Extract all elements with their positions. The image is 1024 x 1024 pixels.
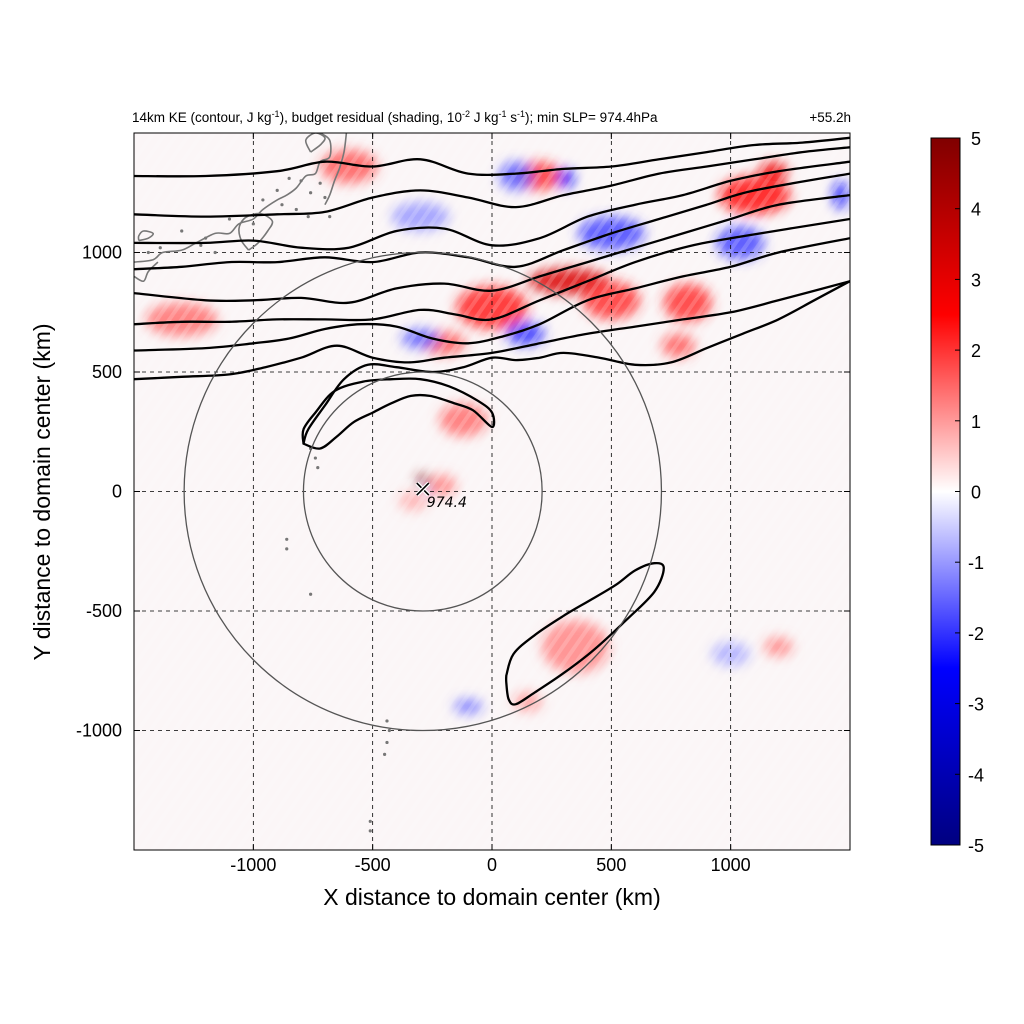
ke-contour-closed (301, 377, 496, 450)
coastline-segment (137, 230, 154, 242)
ke-contour (302, 280, 850, 445)
x-tick-label: -500 (355, 855, 391, 875)
ke-contour-closed (504, 561, 665, 706)
colorbar-tick-label: -2 (968, 624, 984, 644)
island-dot (213, 250, 217, 255)
chart-title: 14km KE (contour, J kg-1), budget residu… (132, 109, 658, 125)
island-dot (323, 195, 327, 200)
island-dot (328, 215, 332, 219)
ke-contour (134, 136, 850, 178)
island-dot (287, 176, 291, 181)
island-dot (275, 188, 279, 192)
coastline-segment (324, 133, 348, 206)
y-tick-label: -1000 (76, 721, 122, 741)
island-dot (280, 203, 284, 207)
island-dot (227, 217, 232, 221)
y-tick-label: 500 (92, 362, 122, 382)
y-tick-label: 1000 (82, 243, 122, 263)
island-dot (158, 246, 162, 250)
island-dot (294, 207, 298, 212)
x-tick-label: 0 (487, 855, 497, 875)
island-dot (313, 456, 317, 460)
island-dot (306, 215, 310, 219)
island-dot (309, 191, 313, 195)
ke-contours (134, 136, 850, 706)
ke-contour (134, 146, 850, 218)
colorbar-tick-label: -3 (968, 695, 984, 715)
y-axis-title: Y distance to domain center (km) (29, 323, 55, 660)
coastline-segment (134, 261, 159, 283)
colorbar-tick-label: 0 (971, 483, 981, 503)
coastline-segment (304, 133, 326, 153)
island-dot (383, 752, 387, 757)
storm-center-label: 974.4 (427, 495, 467, 511)
island-dot (146, 250, 150, 255)
island-dot (285, 547, 289, 551)
colorbar-tick-label: 3 (971, 270, 981, 290)
storm-center-marker (416, 482, 430, 496)
colorbar-ticks: 5 4 3 2 1 0 -1 -2 -3 -4 -5 (955, 129, 984, 856)
colorbar-tick-label: 5 (971, 129, 981, 149)
range-circles (183, 251, 663, 732)
range-circle (302, 371, 543, 612)
island-dot (261, 198, 265, 202)
ke-contour (134, 193, 850, 305)
coastline (134, 133, 391, 833)
ke-contour (134, 160, 850, 251)
x-tick-label: -1000 (230, 855, 276, 875)
x-tick-label: 500 (596, 855, 626, 875)
ke-contour (134, 237, 850, 352)
island-dot (299, 179, 303, 183)
island-dot (251, 222, 255, 226)
island-dot (368, 819, 372, 823)
island-dot (285, 537, 289, 541)
island-dot (309, 592, 313, 596)
island-dot (318, 181, 322, 185)
island-dot (385, 740, 389, 745)
y-tick-label: 0 (112, 482, 122, 502)
colorbar-tick-label: -1 (968, 553, 984, 573)
colorbar-tick-label: -4 (968, 765, 984, 785)
colorbar-tick-label: 2 (971, 341, 981, 361)
storm-center: 974.4 (415, 481, 467, 511)
lead-time: +55.2h (809, 110, 851, 125)
colorbar-tick-label: 1 (971, 412, 981, 432)
colorbar-tick-label: 4 (971, 200, 981, 220)
island-dot (204, 236, 208, 240)
axis-ticks: -1000 -500 0 500 1000 -1000 -500 0 500 1000 (76, 133, 850, 875)
colorbar-tick-label: -5 (968, 836, 984, 856)
island-dot (385, 719, 389, 723)
island-dot (316, 466, 320, 470)
shading-texture (134, 133, 850, 850)
island-dot (199, 243, 203, 247)
coastline-segment (238, 212, 274, 251)
x-axis-title: X distance to domain center (km) (323, 884, 660, 910)
range-circle (183, 251, 663, 732)
ke-contour (134, 217, 850, 326)
island-dot (368, 829, 372, 833)
y-tick-label: -500 (86, 601, 122, 621)
ke-contour (134, 280, 850, 381)
island-dot (180, 229, 184, 233)
x-tick-label: 1000 (711, 855, 751, 875)
island-dot (387, 728, 391, 733)
